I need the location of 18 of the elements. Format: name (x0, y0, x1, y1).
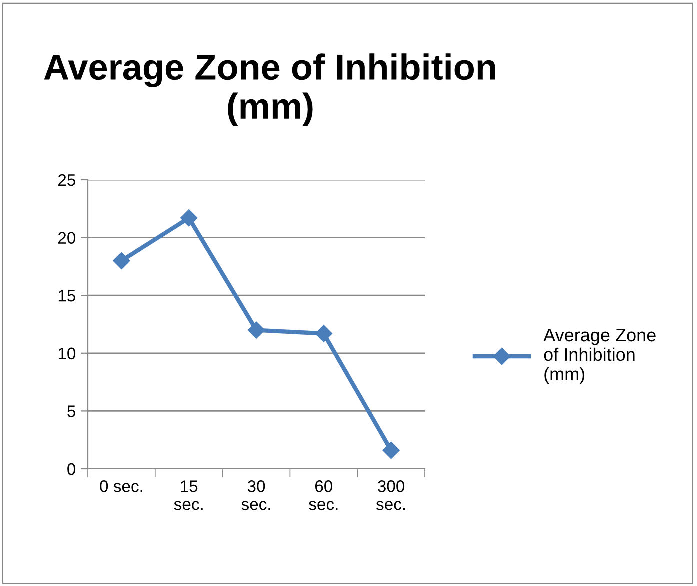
y-tick-label: 5 (68, 406, 76, 418)
x-tick-label: 60 sec. (309, 480, 338, 510)
x-tick-label: 30 sec. (242, 480, 270, 510)
y-tick-label: 10 (58, 348, 76, 360)
y-tick-label: 25 (58, 174, 76, 186)
y-tick-label: 20 (58, 232, 76, 244)
x-tick-label: 300 sec. (376, 480, 406, 510)
chart-title: Average Zone of Inhibition (mm) (44, 54, 496, 126)
legend-label: Average Zone of Inhibition (mm) (544, 329, 656, 384)
x-tick-label: 0 sec. (100, 480, 142, 492)
y-tick-label: 15 (58, 290, 76, 302)
point (248, 322, 266, 339)
point (315, 325, 332, 342)
point (382, 442, 400, 460)
point (180, 210, 198, 227)
y-tick-label: 0 (68, 463, 76, 476)
x-tick-label: 15 sec. (174, 480, 203, 510)
point (113, 252, 130, 270)
